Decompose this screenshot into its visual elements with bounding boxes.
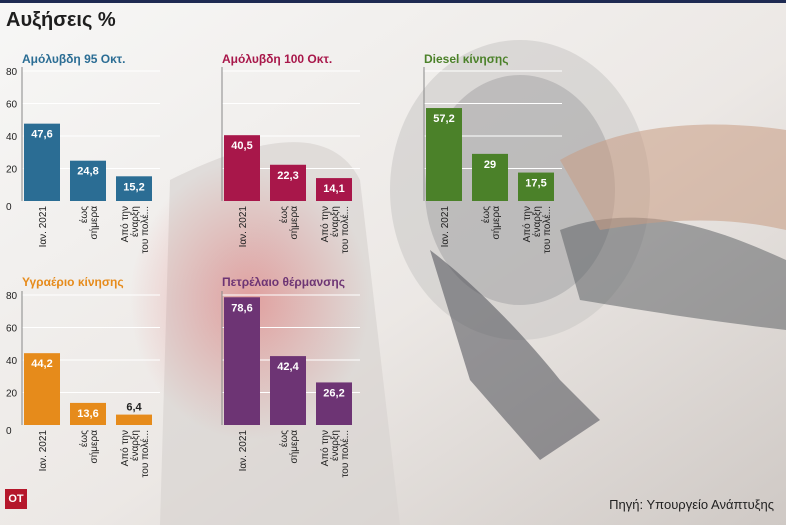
category-label: Από την xyxy=(119,206,131,242)
category-label: έως xyxy=(278,430,290,447)
y-tick-label: 40 xyxy=(6,356,18,367)
bar xyxy=(116,414,152,425)
chart-panel: Αμόλυβδη 100 Οκτ. 40,5 22,3 14,1 Ιαν. 2021 έω… xyxy=(221,52,360,254)
chart-title: Αμόλυβδη 100 Οκτ. xyxy=(222,52,332,66)
category-label: Από την xyxy=(319,430,331,466)
source-note: Πηγή: Υπουργείο Ανάπτυξης xyxy=(609,497,774,512)
bar xyxy=(70,160,106,201)
category-label: σήμερα xyxy=(88,206,100,240)
category-label: Από την xyxy=(521,206,533,242)
category-label: έναρξη xyxy=(329,206,341,237)
bar xyxy=(116,176,152,201)
category-label: έναρξη xyxy=(531,206,543,237)
bar-value-label: 13,6 xyxy=(77,408,98,420)
chart-title: Αμόλυβδη 95 Οκτ. xyxy=(22,52,125,66)
category-label: έναρξη xyxy=(129,206,141,237)
chart-panel: Υγραέριο κίνησης 0 20 40 60 80 44,2 13,6 6,4 Ιαν.… xyxy=(6,275,160,478)
top-accent-bar xyxy=(0,0,786,3)
chart-title: Πετρέλαιο θέρμανσης xyxy=(222,275,345,289)
bar-value-label: 40,5 xyxy=(231,140,252,152)
bar xyxy=(316,382,352,425)
chart-title: Υγραέριο κίνησης xyxy=(22,275,124,289)
bar-value-label: 44,2 xyxy=(31,358,52,370)
y-tick-label: 80 xyxy=(6,291,18,302)
y-tick-label: 0 xyxy=(6,202,12,213)
bar-value-label: 14,1 xyxy=(323,183,344,195)
chart-title: Diesel κίνησης xyxy=(424,52,509,66)
y-tick-label: 80 xyxy=(6,67,18,78)
y-tick-label: 60 xyxy=(6,324,18,335)
bar-value-label: 24,8 xyxy=(77,166,98,178)
bar xyxy=(24,123,60,201)
y-tick-label: 0 xyxy=(6,426,12,437)
bar-value-label: 26,2 xyxy=(323,387,344,399)
chart-panel: Diesel κίνησης 57,2 29 17,5 Ιαν. 2021 έως σήμε… xyxy=(423,52,562,254)
category-label: σήμερα xyxy=(490,206,502,240)
bar-value-label: 57,2 xyxy=(433,113,454,125)
category-label: Ιαν. 2021 xyxy=(238,430,249,472)
category-label: Από την xyxy=(119,430,131,466)
category-label: Ιαν. 2021 xyxy=(38,206,49,248)
bar-value-label: 17,5 xyxy=(525,178,546,190)
bar xyxy=(472,153,508,201)
bar xyxy=(224,297,260,425)
category-label: σήμερα xyxy=(288,206,300,240)
chart-panel: Πετρέλαιο θέρμανσης 78,6 42,4 26,2 Ιαν. 2021… xyxy=(221,275,360,478)
bar xyxy=(518,172,554,201)
category-label: Από την xyxy=(319,206,331,242)
bar xyxy=(24,353,60,425)
category-label: έναρξη xyxy=(329,430,341,461)
bar-value-label: 22,3 xyxy=(277,170,298,182)
category-label: του πολέ... xyxy=(339,206,351,254)
bar xyxy=(270,356,306,425)
bar-value-label: 47,6 xyxy=(31,129,52,141)
y-tick-label: 60 xyxy=(6,100,18,111)
category-label: σήμερα xyxy=(88,430,100,464)
bar-value-label: 29 xyxy=(484,159,496,171)
category-label: σήμερα xyxy=(288,430,300,464)
category-label: του πολέ... xyxy=(339,430,351,478)
publisher-logo: ΟΤ xyxy=(5,489,27,509)
bar-value-label: 78,6 xyxy=(231,302,252,314)
bar-value-label: 15,2 xyxy=(123,181,144,193)
category-label: του πολέ... xyxy=(541,206,553,254)
category-label: Ιαν. 2021 xyxy=(238,206,249,248)
category-label: Ιαν. 2021 xyxy=(440,206,451,248)
bar xyxy=(426,108,462,201)
y-tick-label: 20 xyxy=(6,165,18,176)
category-label: έναρξη xyxy=(129,430,141,461)
bar-value-label: 42,4 xyxy=(277,361,299,373)
category-label: του πολέ... xyxy=(139,430,151,478)
category-label: Ιαν. 2021 xyxy=(38,430,49,472)
category-label: του πολέ... xyxy=(139,206,151,254)
bar xyxy=(224,135,260,201)
bar xyxy=(316,178,352,201)
category-label: έως xyxy=(278,206,290,223)
bar xyxy=(270,164,306,201)
page-title: Αυξήσεις % xyxy=(6,9,116,31)
y-tick-label: 20 xyxy=(6,389,18,400)
y-tick-label: 40 xyxy=(6,132,18,143)
category-label: έως xyxy=(78,430,90,447)
category-label: έως xyxy=(480,206,492,223)
bar-value-label: 6,4 xyxy=(126,402,142,414)
bar xyxy=(70,402,106,425)
chart-panel: Αμόλυβδη 95 Οκτ. 0 20 40 60 80 47,6 24,8 15,2 Ιαν… xyxy=(6,52,160,254)
category-label: έως xyxy=(78,206,90,223)
